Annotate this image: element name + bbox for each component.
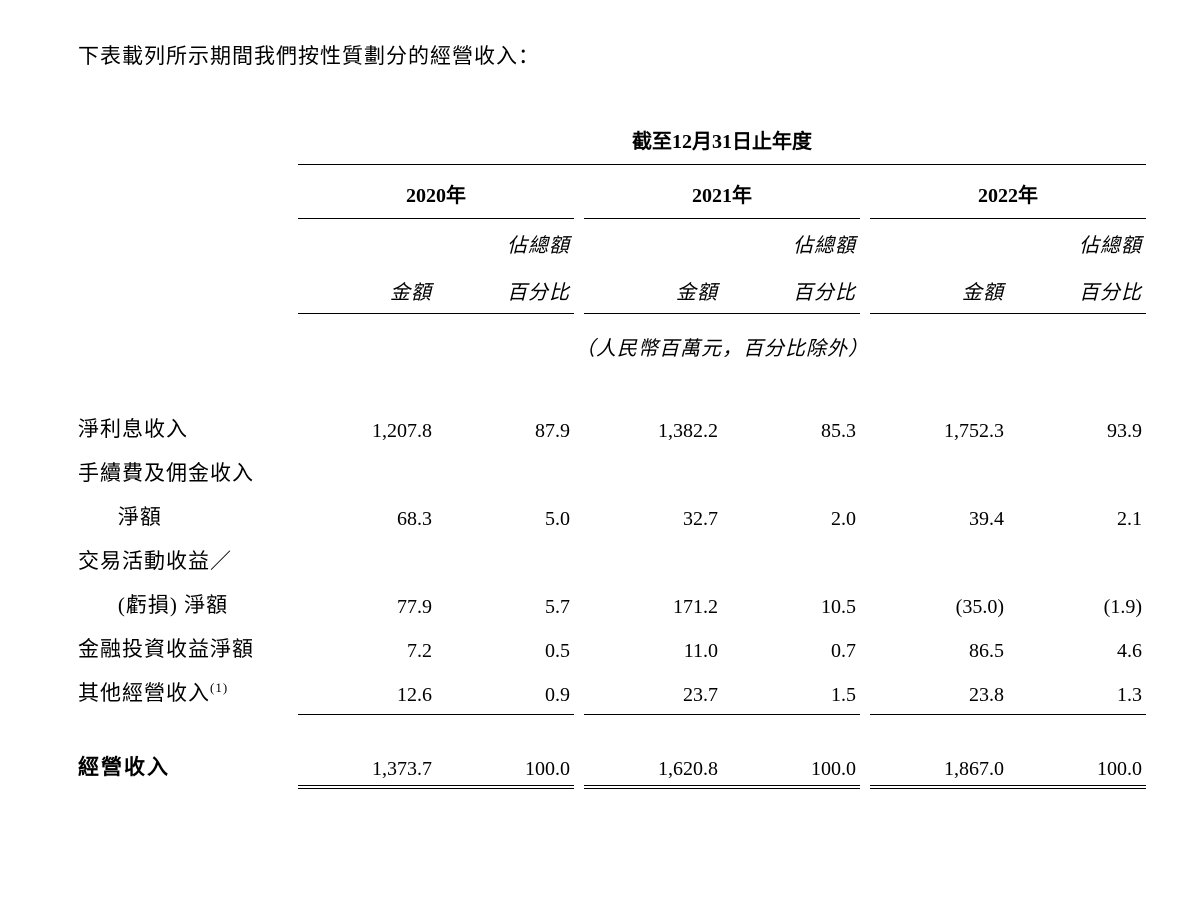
table-cell: 10.5 <box>722 582 860 626</box>
table-cell: 86.5 <box>870 626 1008 670</box>
total-label: 經營收入 <box>78 744 298 788</box>
period-header: 截至12月31日止年度 <box>298 125 1146 165</box>
table-row: 交易活動收益／ <box>78 538 1146 582</box>
revenue-table: 截至12月31日止年度 2020年 2021年 2022年 佔總額 佔總額 佔總… <box>78 125 1146 788</box>
footnote-marker: (1) <box>210 680 228 695</box>
total-cell: 100.0 <box>722 744 860 788</box>
table-row: 金融投資收益淨額7.20.511.00.786.54.6 <box>78 626 1146 670</box>
total-cell: 1,620.8 <box>584 744 722 788</box>
sub-header-pct: 百分比 <box>1008 266 1146 314</box>
table-cell: 11.0 <box>584 626 722 670</box>
table-cell: 23.8 <box>870 670 1008 714</box>
sub-header-pct: 百分比 <box>722 266 860 314</box>
row-label: (虧損) 淨額 <box>78 582 298 626</box>
table-cell: 93.9 <box>1008 406 1146 450</box>
total-cell: 1,373.7 <box>298 744 436 788</box>
year-header-2020: 2020年 <box>298 165 574 219</box>
table-cell: 87.9 <box>436 406 574 450</box>
sub-header-amount: 金額 <box>298 266 436 314</box>
table-cell: 77.9 <box>298 582 436 626</box>
sub-header-amount <box>870 219 1008 267</box>
table-cell: 12.6 <box>298 670 436 714</box>
year-header-2021: 2021年 <box>584 165 860 219</box>
table-cell: 1,752.3 <box>870 406 1008 450</box>
row-label: 交易活動收益／ <box>78 538 298 582</box>
sub-header-amount: 金額 <box>584 266 722 314</box>
table-row: 其他經營收入(1)12.60.923.71.523.81.3 <box>78 670 1146 714</box>
table-row: (虧損) 淨額77.95.7171.210.5(35.0)(1.9) <box>78 582 1146 626</box>
total-cell: 1,867.0 <box>870 744 1008 788</box>
intro-text: 下表載列所示期間我們按性質劃分的經營收入： <box>78 40 1123 70</box>
year-header-2022: 2022年 <box>870 165 1146 219</box>
table-cell: 5.0 <box>436 494 574 538</box>
sub-header-amount: 金額 <box>870 266 1008 314</box>
sub-header-pct: 百分比 <box>436 266 574 314</box>
table-cell: 2.0 <box>722 494 860 538</box>
table-cell: 0.5 <box>436 626 574 670</box>
table-cell: 2.1 <box>1008 494 1146 538</box>
table-cell: 1.5 <box>722 670 860 714</box>
row-label: 手續費及佣金收入 <box>78 450 298 494</box>
total-cell: 100.0 <box>436 744 574 788</box>
table-cell: 68.3 <box>298 494 436 538</box>
table-cell: 23.7 <box>584 670 722 714</box>
unit-note: （人民幣百萬元，百分比除外） <box>298 314 1146 407</box>
total-row: 經營收入1,373.7100.01,620.8100.01,867.0100.0 <box>78 744 1146 788</box>
row-label: 淨利息收入 <box>78 406 298 450</box>
table-cell: 39.4 <box>870 494 1008 538</box>
table-cell: 1,207.8 <box>298 406 436 450</box>
table-cell: 7.2 <box>298 626 436 670</box>
row-label: 其他經營收入(1) <box>78 670 298 714</box>
table-row: 淨利息收入1,207.887.91,382.285.31,752.393.9 <box>78 406 1146 450</box>
sub-header-pct: 佔總額 <box>1008 219 1146 267</box>
table-cell: 0.9 <box>436 670 574 714</box>
table-body: 淨利息收入1,207.887.91,382.285.31,752.393.9手續… <box>78 406 1146 788</box>
row-label: 淨額 <box>78 494 298 538</box>
table-cell: 85.3 <box>722 406 860 450</box>
table-cell: 0.7 <box>722 626 860 670</box>
table-cell: 5.7 <box>436 582 574 626</box>
sub-header-amount <box>584 219 722 267</box>
table-cell: (1.9) <box>1008 582 1146 626</box>
table-cell: 4.6 <box>1008 626 1146 670</box>
sub-header-pct: 佔總額 <box>436 219 574 267</box>
table-cell: (35.0) <box>870 582 1008 626</box>
table-cell: 1,382.2 <box>584 406 722 450</box>
row-label: 金融投資收益淨額 <box>78 626 298 670</box>
table-header: 截至12月31日止年度 2020年 2021年 2022年 佔總額 佔總額 佔總… <box>78 125 1146 406</box>
table-cell: 1.3 <box>1008 670 1146 714</box>
sub-header-amount <box>298 219 436 267</box>
table-cell: 171.2 <box>584 582 722 626</box>
total-cell: 100.0 <box>1008 744 1146 788</box>
sub-header-pct: 佔總額 <box>722 219 860 267</box>
table-row: 淨額68.35.032.72.039.42.1 <box>78 494 1146 538</box>
table-row: 手續費及佣金收入 <box>78 450 1146 494</box>
table-cell: 32.7 <box>584 494 722 538</box>
